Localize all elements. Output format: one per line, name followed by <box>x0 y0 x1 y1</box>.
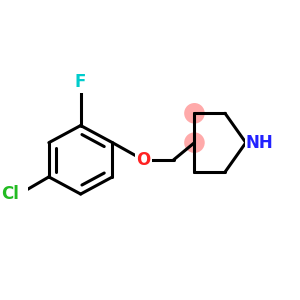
Circle shape <box>184 132 205 153</box>
Text: NH: NH <box>246 134 274 152</box>
Circle shape <box>184 103 205 124</box>
Text: F: F <box>75 73 86 91</box>
Text: Cl: Cl <box>2 185 20 203</box>
Text: O: O <box>136 151 150 169</box>
